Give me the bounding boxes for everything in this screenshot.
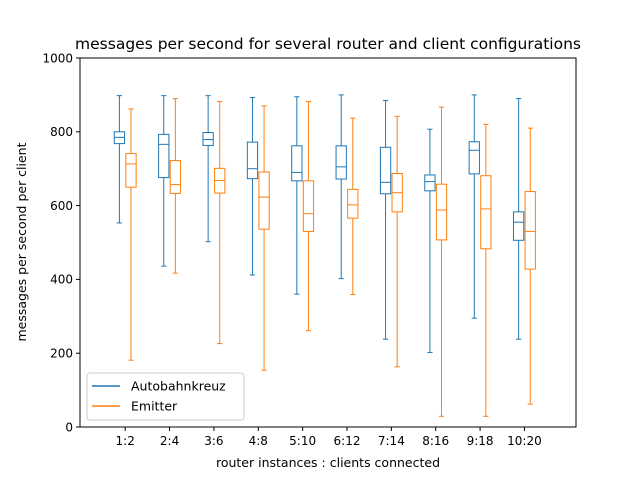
box-10:20: [524, 127, 536, 405]
x-tick-label: 6:12: [334, 434, 361, 448]
iqr-box: [291, 145, 303, 182]
box-2:4: [169, 98, 182, 274]
iqr-box: [347, 188, 359, 219]
legend: Autobahnkreuz Emitter: [86, 372, 245, 421]
legend-entries: Autobahnkreuz Emitter: [92, 379, 226, 414]
iqr-box: [302, 180, 315, 232]
x-tick-label: 3:6: [204, 434, 223, 448]
box-6:12: [347, 117, 359, 296]
y-axis-ticks: 0 200 400 600 800 1000: [42, 51, 80, 434]
box-9:18: [480, 123, 492, 417]
series-autobahnkreuz: [113, 94, 525, 353]
box-3:6: [214, 101, 226, 345]
box-2:4: [158, 95, 170, 267]
box-5:10: [302, 101, 315, 332]
box-7:14: [379, 99, 392, 340]
legend-label-emitter: Emitter: [131, 399, 178, 414]
y-tick-label: 1000: [42, 51, 73, 65]
box-8:16: [424, 128, 436, 353]
boxes-layer: [113, 94, 536, 417]
plot-area: 0 200 400 600 800 1000 1:2 2:4 3:6 4:8 5:10 6:12 7:…: [42, 51, 577, 448]
iqr-box: [468, 141, 480, 175]
iqr-box: [379, 146, 392, 195]
iqr-box: [169, 160, 182, 194]
y-axis-label: messages per second per client: [14, 142, 29, 341]
iqr-box: [158, 133, 170, 179]
box-8:16: [435, 106, 448, 417]
box-4:8: [258, 105, 270, 371]
iqr-box: [335, 145, 347, 180]
iqr-box: [524, 191, 536, 270]
iqr-box: [246, 141, 259, 180]
iqr-box: [512, 211, 525, 241]
x-tick-label: 4:8: [249, 434, 268, 448]
box-1:2: [113, 95, 126, 224]
y-tick-label: 800: [50, 125, 73, 139]
box-5:10: [291, 96, 303, 295]
iqr-box: [125, 153, 137, 188]
x-tick-label: 8:16: [422, 434, 449, 448]
plot-frame: [79, 57, 577, 428]
legend-frame: [86, 372, 245, 421]
y-tick-label: 200: [50, 347, 73, 361]
x-tick-label: 10:20: [507, 434, 542, 448]
x-axis-label: router instances : clients connected: [216, 455, 440, 470]
box-10:20: [512, 98, 525, 340]
box-4:8: [246, 96, 259, 276]
box-1:2: [125, 108, 137, 361]
box-6:12: [335, 94, 347, 280]
x-tick-label: 9:18: [467, 434, 494, 448]
series-emitter: [125, 98, 536, 417]
box-9:18: [468, 94, 480, 319]
x-tick-label: 2:4: [160, 434, 179, 448]
iqr-box: [435, 183, 448, 241]
legend-label-autobahnkreuz: Autobahnkreuz: [131, 379, 226, 394]
iqr-box: [258, 171, 270, 230]
iqr-box: [202, 132, 214, 146]
x-axis-ticks: 1:2 2:4 3:6 4:8 5:10 6:12 7:14 8:16 9:18 10:20: [116, 427, 542, 448]
iqr-box: [424, 174, 436, 192]
chart-title: messages per second for several router a…: [75, 35, 581, 53]
x-tick-label: 7:14: [378, 434, 405, 448]
iqr-box: [480, 175, 492, 250]
x-tick-label: 1:2: [116, 434, 135, 448]
y-tick-label: 600: [50, 199, 73, 213]
box-3:6: [202, 95, 214, 243]
y-tick-label: 0: [65, 420, 73, 434]
y-tick-label: 400: [50, 273, 73, 287]
x-tick-label: 5:10: [289, 434, 316, 448]
box-7:14: [391, 115, 403, 368]
